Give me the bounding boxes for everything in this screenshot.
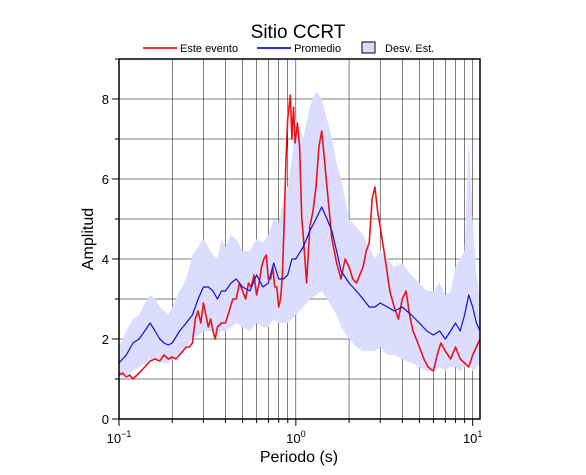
axis-ticks (112, 58, 474, 426)
chart-title: Sitio CCRT (251, 22, 346, 43)
x-tick-label-2: 101 (463, 429, 482, 446)
series-line-este-evento (118, 94, 481, 380)
legend-label-desv-est: Desv. Est. (385, 43, 434, 55)
y-tick-label-4: 4 (102, 252, 109, 267)
y-axis-label: Amplitud (80, 208, 97, 270)
legend-label-promedio: Promedio (294, 43, 341, 55)
x-tick-label-0: 10−1 (107, 429, 132, 446)
axis-tick-labels: 0 2 4 6 8 10−1 100 101 (102, 92, 483, 446)
std-dev-band (119, 91, 480, 375)
y-tick-label-0: 0 (102, 412, 109, 427)
legend-label-este-evento: Este evento (180, 43, 238, 55)
x-axis-label: Periodo (s) (260, 449, 338, 466)
y-tick-label-6: 6 (102, 172, 109, 187)
legend-swatch-desv-est (361, 41, 376, 54)
plot-frame (118, 58, 481, 420)
x-tick-label-1: 100 (286, 429, 305, 446)
y-tick-label-8: 8 (102, 92, 109, 107)
y-tick-label-2: 2 (102, 332, 109, 347)
legend: Este evento Promedio Desv. Est. (143, 41, 434, 55)
series-line-promedio (118, 206, 481, 364)
